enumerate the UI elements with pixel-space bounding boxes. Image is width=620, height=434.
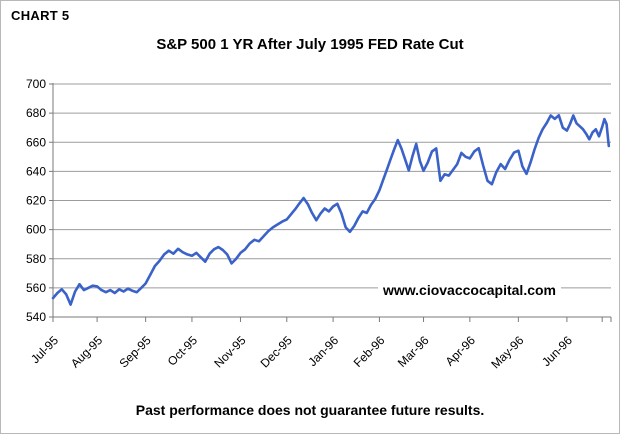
x-axis-label: Mar-96 bbox=[395, 333, 432, 370]
x-axis-label: Nov-95 bbox=[211, 333, 248, 370]
x-axis-label: May-96 bbox=[488, 333, 526, 371]
y-axis-label: 540 bbox=[26, 310, 46, 324]
x-axis-label: Jul-95 bbox=[28, 333, 61, 366]
y-axis-label: 560 bbox=[26, 281, 46, 295]
x-axis-label: Sep-95 bbox=[116, 333, 153, 370]
watermark-text: www.ciovaccocapital.com bbox=[378, 282, 561, 298]
x-axis-label: Jun-96 bbox=[539, 333, 575, 369]
x-axis-label: Aug-95 bbox=[68, 333, 105, 370]
x-axis-label: Apr-96 bbox=[443, 333, 479, 369]
y-axis-label: 640 bbox=[26, 164, 46, 178]
y-axis-label: 680 bbox=[26, 106, 46, 120]
x-axis-label: Dec-95 bbox=[258, 333, 295, 370]
y-axis-label: 600 bbox=[26, 223, 46, 237]
y-axis-label: 700 bbox=[26, 77, 46, 91]
y-axis-label: 580 bbox=[26, 252, 46, 266]
chart-number-label: CHART 5 bbox=[11, 8, 70, 23]
y-axis-label: 660 bbox=[26, 135, 46, 149]
x-axis-label: Jan-96 bbox=[305, 333, 341, 369]
x-axis-label: Oct-95 bbox=[165, 333, 201, 369]
disclaimer-text: Past performance does not guarantee futu… bbox=[135, 402, 485, 418]
y-axis-label: 620 bbox=[26, 194, 46, 208]
chart-title: S&P 500 1 YR After July 1995 FED Rate Cu… bbox=[156, 36, 464, 53]
price-line bbox=[51, 114, 611, 306]
x-axis-label: Feb-96 bbox=[351, 333, 388, 370]
